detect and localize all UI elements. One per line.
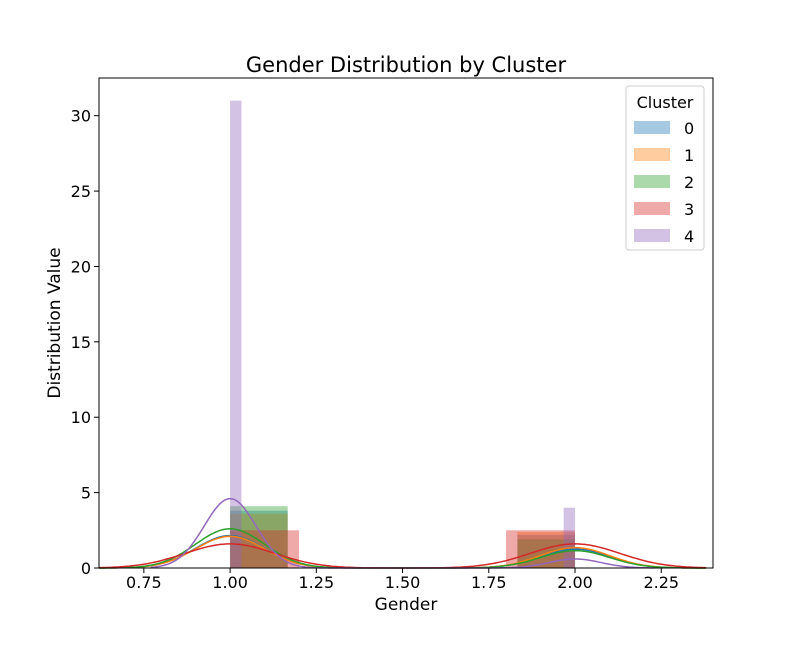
legend-label-cluster-4: 4 [684,227,694,246]
bar-cluster-0-0 [230,510,288,568]
y-tick-label: 0 [81,559,91,578]
x-tick-label: 1.25 [299,573,335,592]
y-tick-label: 25 [71,182,91,201]
x-tick-label: 1.00 [212,573,248,592]
y-tick-label: 15 [71,333,91,352]
x-tick-label: 2.25 [643,573,679,592]
y-tick-label: 5 [81,484,91,503]
x-tick-label: 2.00 [557,573,593,592]
y-axis-label: Distribution Value [45,247,65,398]
x-tick-label: 1.75 [471,573,507,592]
x-tick-label: 1.50 [385,573,421,592]
legend-swatch-cluster-1 [634,148,670,161]
x-tick-label: 0.75 [126,573,162,592]
kde-line-cluster-4 [150,497,655,569]
legend-label-cluster-3: 3 [684,200,694,219]
legend-swatch-cluster-2 [634,175,670,188]
legend-box [625,85,705,251]
legend-swatch-cluster-0 [634,121,670,134]
legend-label-cluster-1: 1 [684,146,694,165]
legend-swatch-cluster-3 [634,202,670,215]
legend-title: Cluster [637,93,694,112]
x-axis-label: Gender [375,595,438,615]
legend: Cluster 0 1 2 3 4 [625,85,705,251]
legend-swatch-cluster-4 [634,229,670,242]
y-tick-label: 20 [71,257,91,276]
kde-line-cluster-2 [99,528,707,569]
legend-label-cluster-2: 2 [684,173,694,192]
y-tick-label: 10 [71,408,91,427]
bar-cluster-4-1 [563,507,576,568]
legend-label-cluster-0: 0 [684,119,694,138]
plot-frame [98,77,714,569]
bar-cluster-4-0 [230,100,242,568]
y-tick-label: 30 [71,107,91,126]
chart-title: Gender Distribution by Cluster [246,53,567,77]
